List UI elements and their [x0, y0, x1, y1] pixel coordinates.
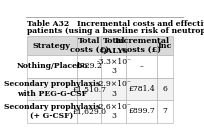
Bar [27, 36, 77, 55]
Text: –: – [140, 62, 144, 70]
Bar [77, 55, 101, 78]
Text: Secondary prophylaxis
(+ G-CSF): Secondary prophylaxis (+ G-CSF) [4, 103, 100, 120]
Bar [157, 36, 173, 55]
Text: -3.3×10⁻
3: -3.3×10⁻ 3 [96, 58, 131, 75]
Bar [126, 36, 157, 55]
Text: Total
QALYs: Total QALYs [100, 37, 128, 54]
Bar [101, 100, 126, 123]
Bar [101, 78, 126, 100]
Text: £899.7: £899.7 [128, 107, 155, 115]
Text: £729.2: £729.2 [76, 62, 102, 70]
Bar [126, 100, 157, 123]
Text: Nothing/Placebo: Nothing/Placebo [16, 62, 88, 70]
Bar [77, 78, 101, 100]
Bar [27, 55, 77, 78]
Text: 6: 6 [163, 85, 167, 93]
Text: Inc: Inc [158, 42, 172, 50]
Text: 7: 7 [163, 107, 167, 115]
Text: -2.9×10⁻
3: -2.9×10⁻ 3 [96, 80, 131, 98]
Text: Table A32   Incremental costs and effectiveness by treatmer: Table A32 Incremental costs and effectiv… [27, 20, 204, 28]
Bar [101, 55, 126, 78]
Bar [157, 55, 173, 78]
Text: Incremental
costs (£): Incremental costs (£) [114, 37, 169, 54]
Bar [126, 78, 157, 100]
Text: £1,510.7: £1,510.7 [72, 85, 106, 93]
Text: patients (using a baseline risk of neutropenic sepsis for one: patients (using a baseline risk of neutr… [27, 27, 204, 35]
Bar [77, 36, 101, 55]
Bar [27, 78, 77, 100]
Bar [77, 100, 101, 123]
Text: £781.4: £781.4 [128, 85, 155, 93]
Bar [157, 78, 173, 100]
Bar [157, 100, 173, 123]
Text: Total
costs (£): Total costs (£) [70, 37, 109, 54]
Bar [126, 55, 157, 78]
Text: Strategy: Strategy [33, 42, 71, 50]
Text: £1,629.0: £1,629.0 [72, 107, 106, 115]
Bar [27, 100, 77, 123]
Text: -2.6×10⁻
3: -2.6×10⁻ 3 [96, 103, 131, 120]
Bar [101, 36, 126, 55]
Text: Secondary prophylaxis
with PEG-G-CSF: Secondary prophylaxis with PEG-G-CSF [4, 80, 100, 98]
